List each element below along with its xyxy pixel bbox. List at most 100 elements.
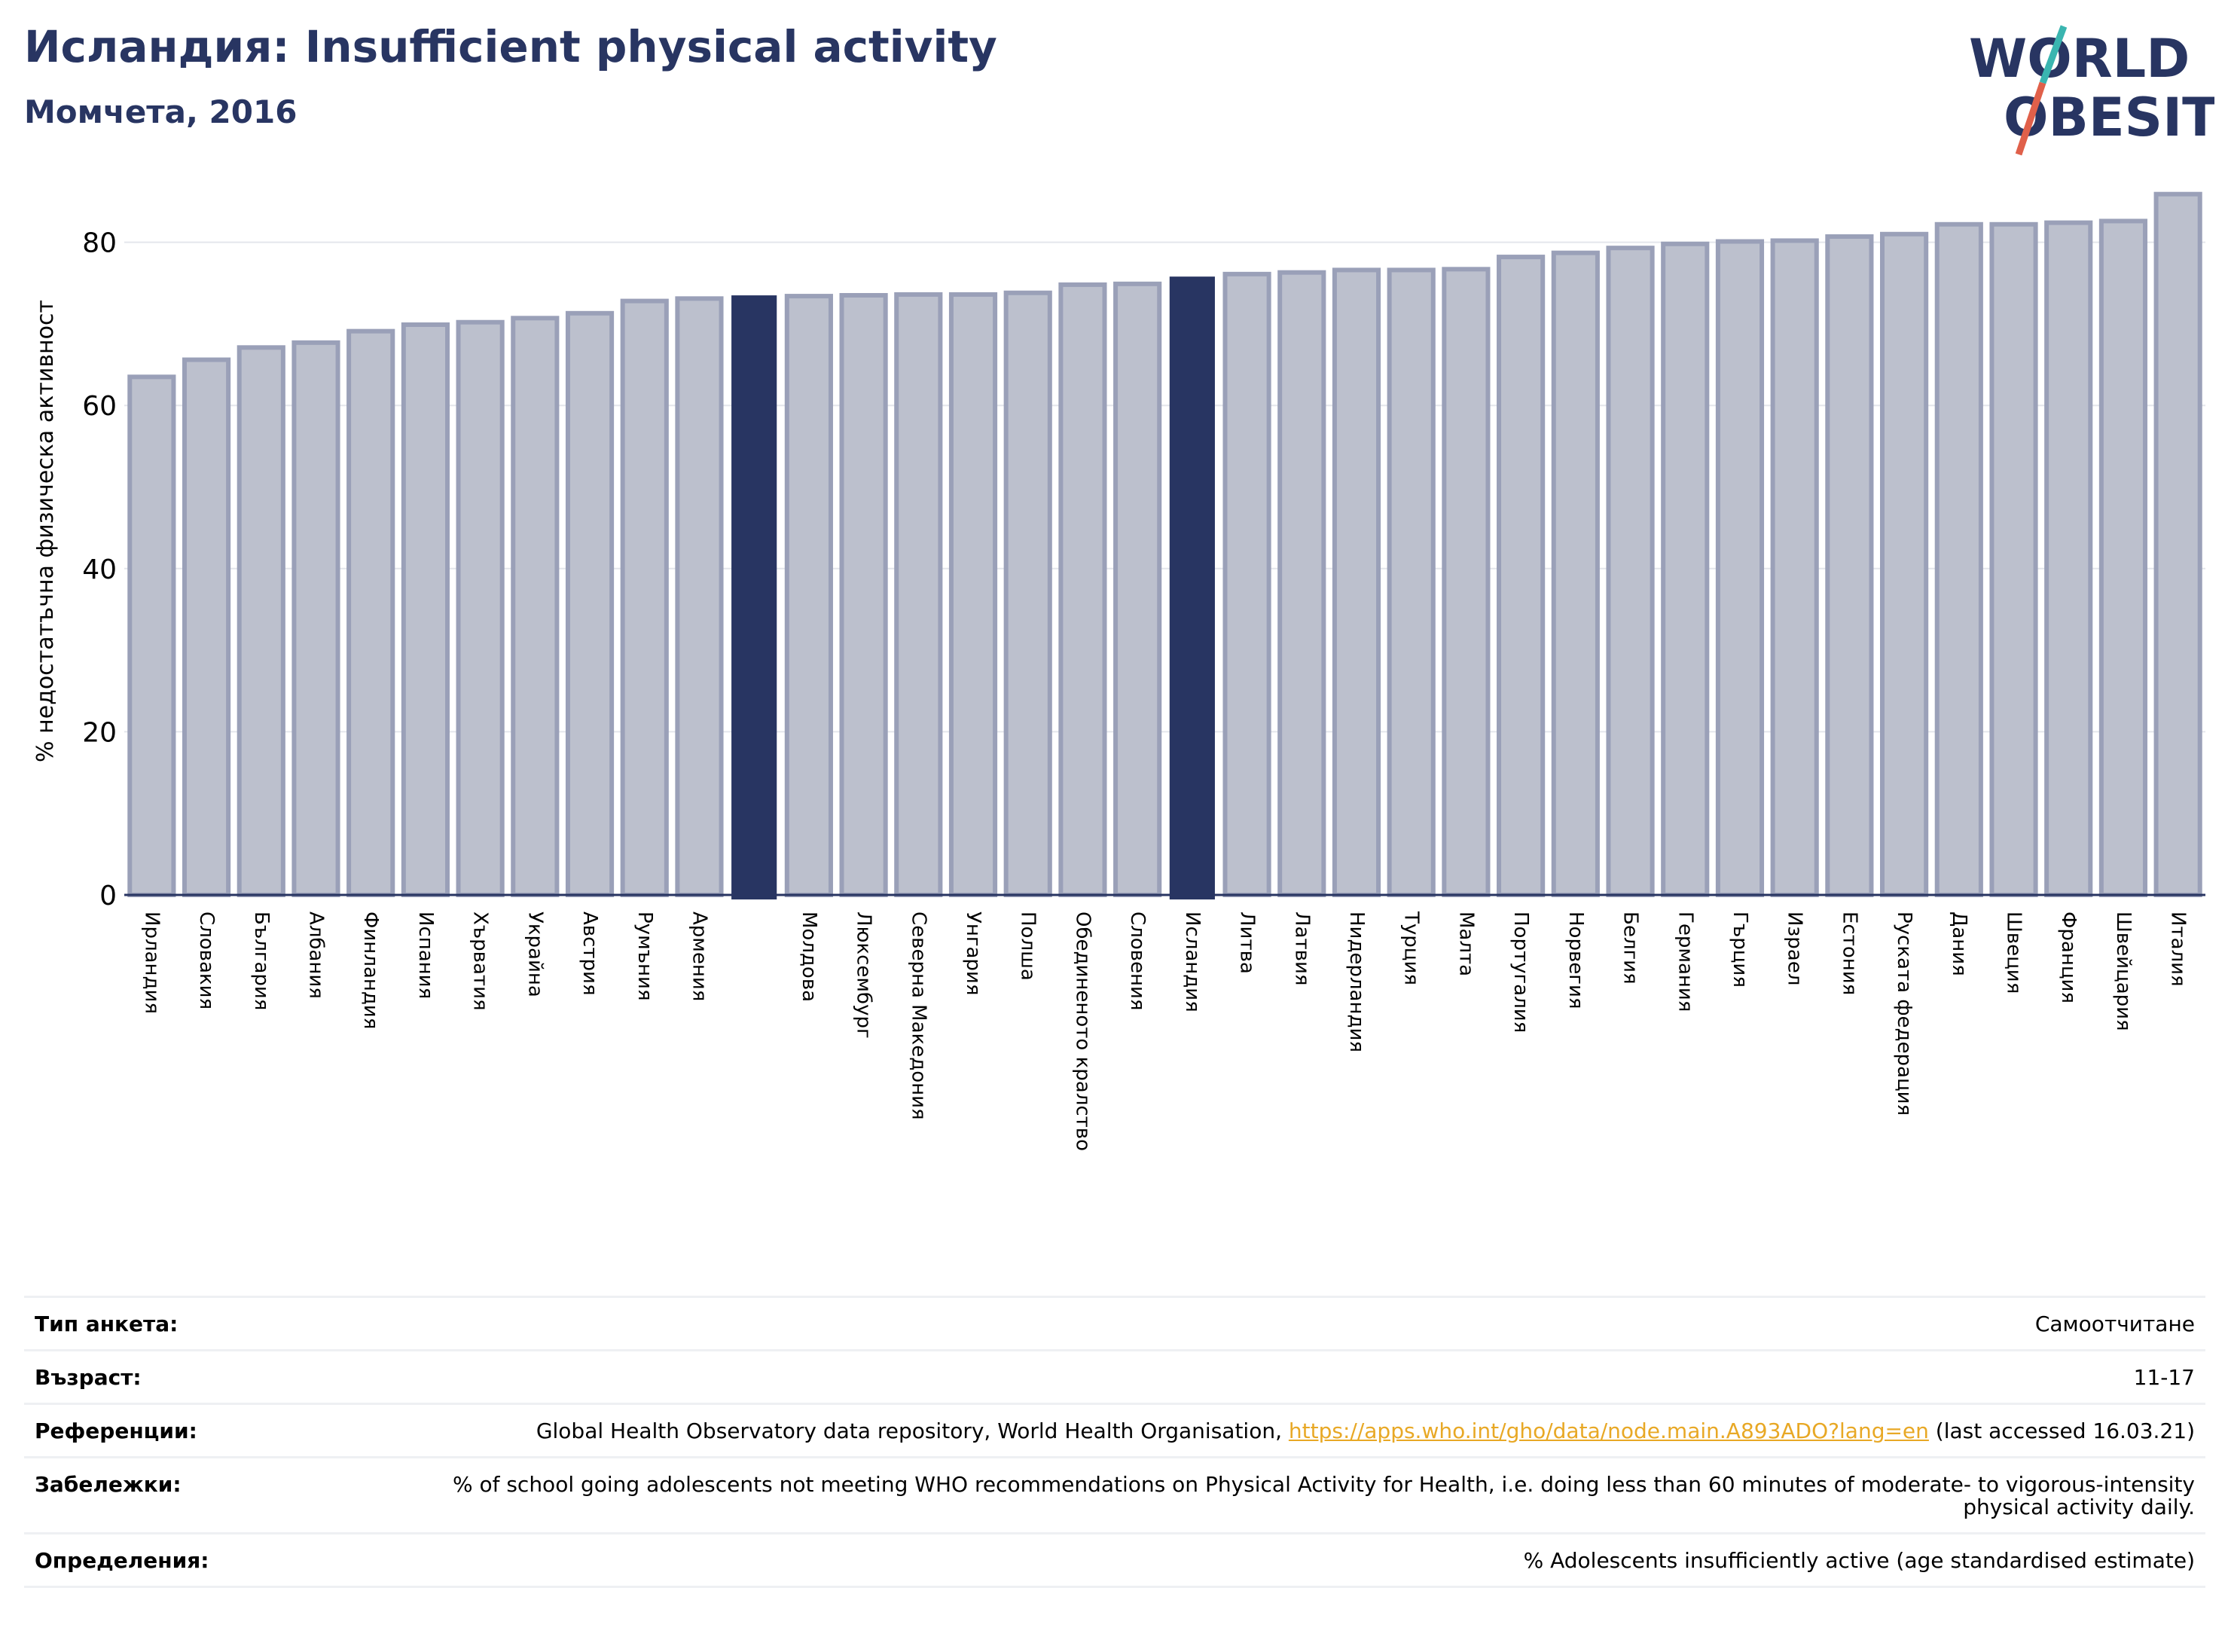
logo-slash-bottom	[2015, 81, 2046, 156]
bar	[1332, 267, 1381, 897]
bar	[784, 294, 833, 897]
x-tick-label: Латвия	[1290, 912, 1313, 986]
x-tick-label: Армения	[688, 912, 710, 1001]
x-tick-label: Исландия	[1181, 912, 1204, 1012]
bar	[237, 345, 285, 897]
bar	[1387, 267, 1436, 897]
x-tick-label: Германия	[1674, 912, 1696, 1012]
x-tick-label: Гърция	[1729, 912, 1751, 988]
info-value: 11-17	[2133, 1365, 2195, 1390]
x-tick-label: Полша	[1017, 912, 1039, 981]
x-tick-label: Албания	[304, 912, 327, 999]
bars	[127, 191, 2202, 899]
x-tick-label: Унгария	[962, 912, 984, 995]
bar	[1551, 250, 1600, 897]
x-tick-label: Дания	[1948, 912, 1970, 976]
info-value: % Adolescents insufficiently active (age…	[1523, 1548, 2195, 1573]
bar	[1277, 270, 1326, 897]
y-axis-ticks: 0 20 40 60 80	[82, 228, 117, 912]
y-tick-label: 20	[82, 717, 117, 748]
bar	[346, 328, 395, 898]
x-tick-label: Белгия	[1619, 912, 1642, 985]
chart-subtitle: Момчета, 2016	[24, 93, 298, 130]
x-tick-label: Швеция	[2003, 912, 2025, 994]
chart-title: Исландия: Insufficient physical activity	[24, 21, 997, 72]
y-tick-label: 60	[82, 391, 117, 422]
bar	[620, 298, 669, 897]
x-axis-labels: Ирландия Словакия България Албания Финландия…	[140, 911, 2189, 1151]
x-tick-label: Северна Македония	[907, 912, 929, 1120]
reference-text: Global Health Observatory data repositor…	[536, 1418, 1289, 1443]
x-tick-label: Израел	[1784, 912, 1806, 985]
info-row-survey-type: Тип анкета: Самоотчитане	[24, 1296, 2205, 1351]
logo-slash-top	[2039, 25, 2068, 84]
info-row-references: Референции: Global Health Observatory da…	[24, 1403, 2205, 1458]
info-label: Определения:	[35, 1548, 209, 1573]
x-tick-label: Обединеното кралство	[1071, 912, 1094, 1151]
y-tick-label: 80	[82, 228, 117, 259]
x-tick-label: Люксембург	[853, 912, 875, 1039]
x-tick-label: Словакия	[195, 912, 218, 1009]
world-obesity-logo: WORLD OBESITY	[1969, 25, 2214, 156]
x-tick-label: Руската федерация	[1893, 912, 1915, 1116]
x-tick-label: Словения	[1126, 912, 1149, 1011]
bar	[565, 310, 615, 898]
info-label: Референции:	[35, 1418, 197, 1443]
info-row-definitions: Определения: % Adolescents insufficientl…	[24, 1533, 2205, 1587]
bar	[1442, 267, 1491, 897]
bar	[948, 292, 998, 897]
bar	[1113, 281, 1162, 897]
bar	[456, 319, 505, 897]
bar	[127, 374, 176, 898]
bar	[2098, 218, 2148, 897]
y-tick-label: 40	[82, 554, 117, 585]
x-tick-label: Италия	[2167, 912, 2190, 987]
bar	[511, 316, 560, 898]
bar	[1497, 255, 1546, 897]
x-tick-label: Испания	[414, 912, 437, 999]
bar	[1661, 241, 1710, 897]
x-tick-label: Нидерландия	[1345, 912, 1368, 1052]
x-tick-label: Норвегия	[1564, 912, 1587, 1009]
x-tick-label: Швейцария	[2112, 912, 2135, 1031]
bar	[1934, 221, 1983, 897]
y-tick-label: 0	[99, 881, 117, 912]
bar	[401, 322, 450, 898]
bar	[1003, 290, 1052, 898]
bar	[2044, 220, 2093, 898]
info-label: Тип анкета:	[35, 1312, 179, 1336]
x-tick-label: Молдова	[798, 912, 820, 1002]
bar	[1880, 231, 1929, 897]
x-tick-label: Турция	[1400, 911, 1423, 985]
reference-link[interactable]: https://apps.who.int/gho/data/node.main.…	[1288, 1418, 1929, 1443]
bar	[1989, 221, 2038, 897]
bar	[839, 292, 888, 897]
bar	[1825, 234, 1874, 898]
bar	[1715, 239, 1765, 897]
x-tick-label: Малта	[1454, 912, 1477, 976]
x-tick-label: Естония	[1838, 912, 1860, 995]
x-tick-label: Украйна	[523, 912, 546, 997]
info-row-notes: Забележки: % of school going adolescents…	[24, 1457, 2205, 1534]
bar	[1606, 246, 1655, 897]
info-label: Забележки:	[35, 1472, 182, 1497]
info-value: Самоотчитане	[2034, 1312, 2195, 1336]
bar	[182, 357, 231, 897]
info-value: % of school going adolescents not meetin…	[452, 1472, 2195, 1519]
x-tick-label: Португалия	[1509, 912, 1532, 1033]
reference-suffix: (last accessed 16.03.21)	[1928, 1418, 2195, 1443]
info-label: Възраст:	[35, 1365, 142, 1390]
x-tick-label: Литва	[1236, 912, 1259, 974]
info-value: Global Health Observatory data repositor…	[362, 1404, 2205, 1458]
bar	[894, 292, 943, 897]
info-table: Тип анкета: Самоотчитане Възраст: 11-17 …	[24, 1296, 2205, 1588]
bar	[1770, 238, 1819, 897]
bar-highlighted	[1169, 276, 1215, 899]
bar	[675, 296, 724, 897]
x-tick-label: Хърватия	[469, 912, 492, 1011]
bar-chart: 0 20 40 60 80 Ирландия Словакия България Албани…	[32, 191, 2205, 1151]
x-tick-label: Франция	[2057, 912, 2080, 1003]
x-tick-label: Австрия	[578, 912, 601, 996]
logo-text-world: WORLD	[1969, 28, 2190, 90]
bar	[1222, 271, 1271, 898]
